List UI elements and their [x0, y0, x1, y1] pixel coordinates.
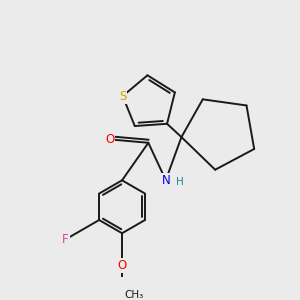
Text: H: H: [176, 177, 184, 188]
Text: N: N: [161, 174, 170, 187]
Text: S: S: [119, 90, 126, 103]
Text: O: O: [117, 259, 127, 272]
Text: F: F: [62, 233, 69, 246]
Text: CH₃: CH₃: [125, 290, 144, 300]
Text: O: O: [105, 133, 114, 146]
